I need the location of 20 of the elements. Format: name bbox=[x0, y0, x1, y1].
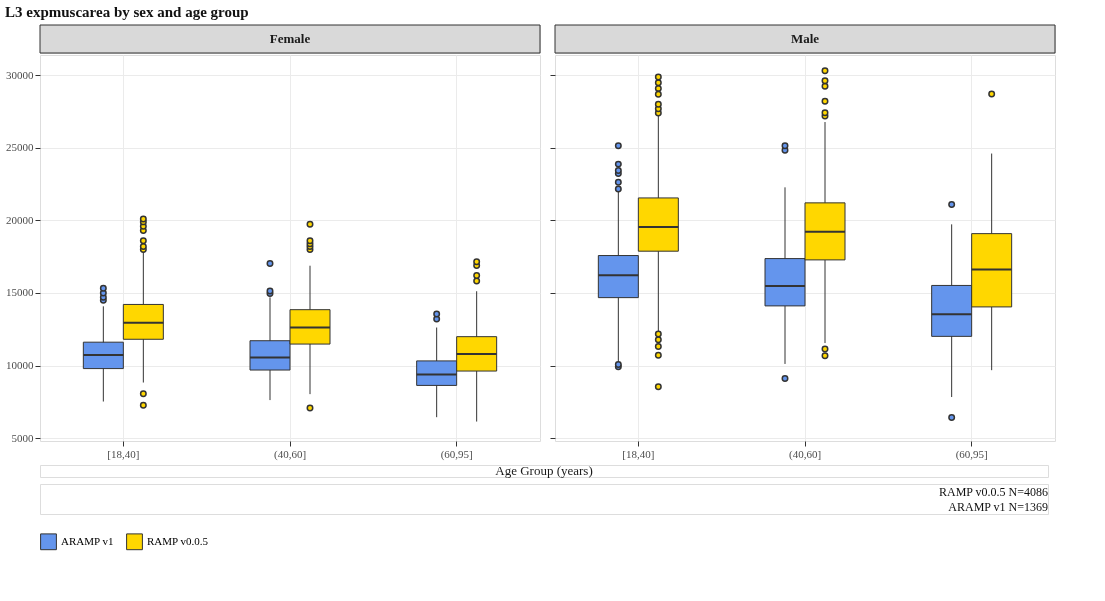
x-tick-label: [18,40] bbox=[107, 447, 140, 460]
text: ARAMP v1 N=1369 bbox=[948, 499, 1048, 514]
y-tick-label: 30000 bbox=[6, 68, 34, 81]
y-tick-label: 15000 bbox=[6, 286, 34, 299]
x-tick-label: (40,60] bbox=[273, 447, 307, 461]
text: RAMP v0.0.5 N=4086 bbox=[938, 484, 1048, 499]
x-tick-label: (40,60] bbox=[788, 447, 822, 461]
x-axis-title: Age Group (years) bbox=[495, 463, 593, 478]
y-tick-label: 5000 bbox=[11, 431, 34, 444]
chart-subtitle: Female bbox=[269, 31, 311, 46]
y-tick-label: 25000 bbox=[6, 141, 34, 154]
x-tick-label: [18,40] bbox=[622, 447, 655, 460]
legend-label: ARAMP v1 bbox=[61, 534, 114, 547]
legend-label: RAMP v0.0.5 bbox=[147, 534, 209, 547]
x-tick-label: (60,95] bbox=[440, 447, 473, 461]
chart-title: L3 expmuscarea by sex and age group bbox=[5, 4, 249, 20]
x-tick-label: (60,95] bbox=[955, 447, 988, 461]
y-tick-label: 10000 bbox=[6, 359, 34, 372]
y-tick-label: 20000 bbox=[6, 213, 34, 226]
chart-subtitle: Male bbox=[790, 31, 820, 46]
